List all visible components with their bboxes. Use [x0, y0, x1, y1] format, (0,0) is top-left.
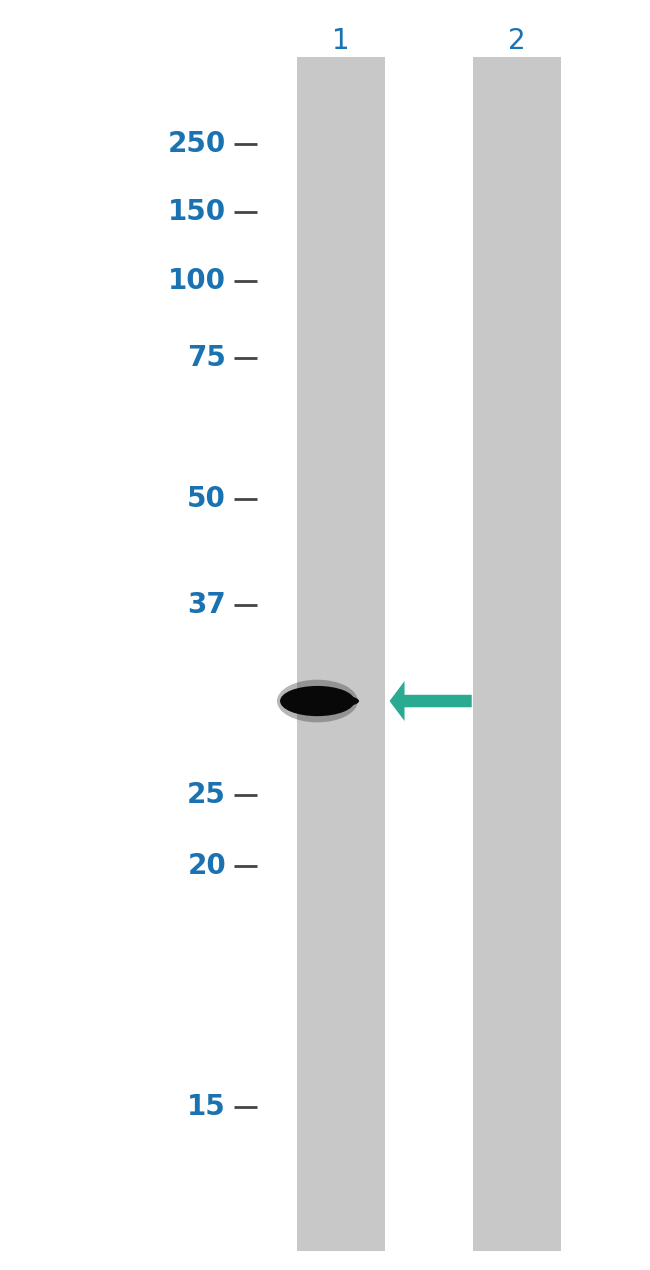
Ellipse shape [280, 686, 355, 716]
Bar [473, 57, 560, 1251]
Bar [298, 57, 385, 1251]
Ellipse shape [311, 695, 359, 707]
Text: 37: 37 [187, 591, 226, 618]
Text: 1: 1 [332, 27, 350, 55]
Text: 20: 20 [187, 852, 226, 880]
Text: 250: 250 [168, 130, 226, 157]
Text: 2: 2 [508, 27, 526, 55]
Text: 15: 15 [187, 1093, 226, 1121]
Text: 150: 150 [168, 198, 226, 226]
Ellipse shape [277, 679, 358, 723]
Text: 100: 100 [168, 267, 226, 295]
Text: 50: 50 [187, 485, 226, 513]
Text: 75: 75 [187, 344, 226, 372]
Text: 25: 25 [187, 781, 226, 809]
